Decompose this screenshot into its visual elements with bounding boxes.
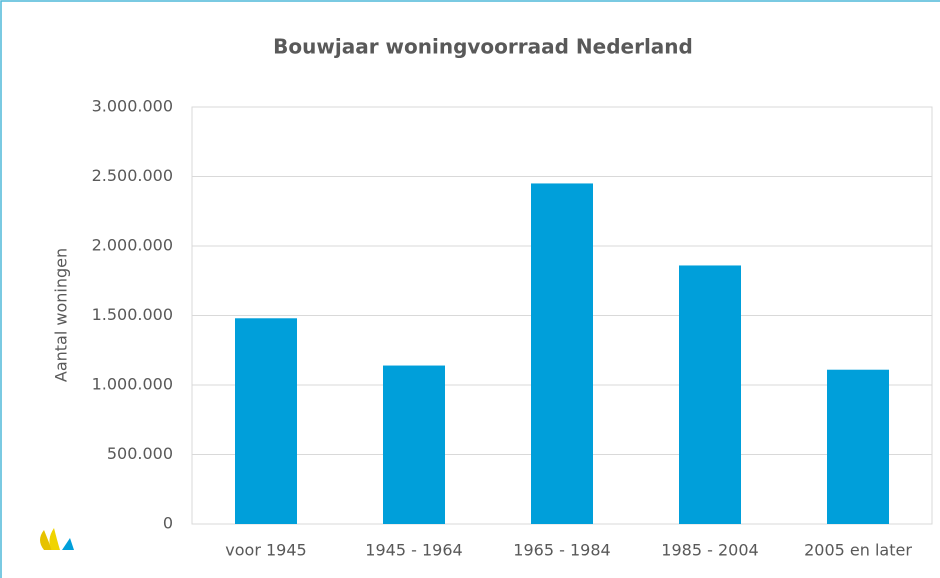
- chart-title: Bouwjaar woningvoorraad Nederland: [273, 35, 693, 59]
- bar: [827, 369, 889, 524]
- y-tick-label: 3.000.000: [92, 97, 173, 116]
- x-tick-label: 2005 en later: [804, 541, 912, 560]
- y-tick-label: 1.500.000: [92, 305, 173, 324]
- x-tick-label: 1985 - 2004: [661, 541, 758, 560]
- x-tick-label: voor 1945: [225, 541, 306, 560]
- y-tick-label: 500.000: [107, 444, 173, 463]
- logo-part: [40, 530, 52, 550]
- bar: [383, 365, 445, 524]
- bar: [531, 183, 593, 524]
- y-tick-label: 0: [163, 514, 173, 533]
- logo-part: [62, 538, 74, 550]
- y-tick-label: 2.500.000: [92, 166, 173, 185]
- x-tick-label: 1945 - 1964: [365, 541, 462, 560]
- y-tick-label: 1.000.000: [92, 375, 173, 394]
- bar: [235, 318, 297, 524]
- x-tick-label: 1965 - 1984: [513, 541, 610, 560]
- y-tick-label: 2.000.000: [92, 236, 173, 255]
- y-axis-label: Aantal woningen: [52, 248, 71, 382]
- bar: [679, 265, 741, 524]
- logo: [40, 528, 74, 550]
- logo-part: [49, 528, 60, 550]
